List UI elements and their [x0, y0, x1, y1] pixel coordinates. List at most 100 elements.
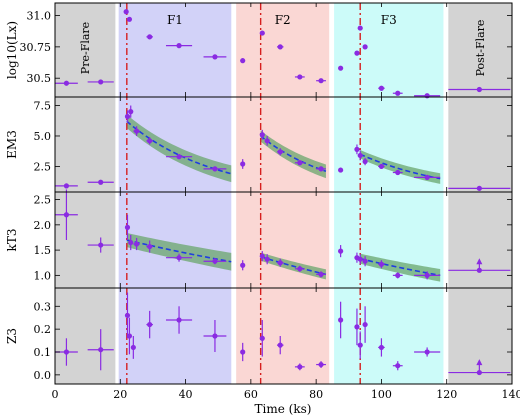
data-point-3-13: [338, 317, 344, 323]
y-tick-label-1-1: 5.0: [34, 130, 52, 143]
data-point-1-12: [297, 160, 303, 166]
data-point-3-20: [476, 369, 482, 376]
data-point-3-6: [176, 317, 182, 323]
y-tick-label-1-0: 2.5: [34, 160, 52, 173]
data-point-0-6: [212, 54, 218, 60]
region-band-0: [55, 3, 116, 384]
y-axis-label-0: log10(Lx): [5, 21, 19, 79]
data-point-3-16: [362, 321, 368, 328]
fit-band-1-1: [260, 130, 326, 179]
data-point-3-8: [240, 349, 246, 355]
data-point-3-9: [259, 335, 265, 341]
axes: 30.5 30.75 31.0 log10(Lx) 2.5 5.0 7.5 EM3 1.0 1.5…: [5, 3, 520, 401]
data-point-1-14: [338, 167, 344, 173]
data-point-2-18: [378, 261, 385, 267]
data-points: [55, 9, 511, 376]
x-tick-label-5: 100: [371, 388, 392, 401]
fit-curve-2-1: [260, 255, 327, 276]
data-point-0-0: [63, 80, 70, 86]
y-tick-label-2-3: 2.5: [34, 194, 52, 207]
data-point-0-5: [176, 43, 182, 49]
data-point-0-18: [424, 93, 430, 99]
data-point-2-16: [357, 256, 363, 262]
x-axis-label: Time (ks): [255, 402, 312, 416]
y-axis-label-3: Z3: [5, 328, 19, 344]
x-tick-label-7: 140: [502, 388, 520, 401]
data-point-2-7: [212, 258, 218, 264]
data-point-0-16: [378, 85, 385, 91]
data-point-3-2: [124, 312, 131, 319]
x-tick-label-3: 60: [244, 388, 258, 401]
data-point-0-9: [277, 44, 283, 50]
data-point-3-14: [354, 324, 360, 330]
data-point-0-14: [357, 25, 363, 31]
y-tick-label-3-2: 0.2: [34, 323, 52, 336]
y-tick-label-3-1: 0.1: [34, 346, 52, 359]
data-point-1-13: [318, 166, 324, 172]
data-point-3-0: [63, 349, 70, 355]
data-point-2-21: [476, 267, 482, 273]
data-point-3-17: [378, 344, 385, 351]
data-point-1-19: [395, 169, 401, 176]
data-point-3-10: [277, 342, 283, 348]
data-point-0-15: [362, 44, 368, 50]
data-point-2-3: [128, 239, 134, 246]
fit-curve-2-0: [126, 239, 232, 263]
data-point-1-20: [424, 174, 430, 180]
data-point-1-1: [98, 179, 104, 185]
data-point-1-5: [147, 138, 153, 144]
data-point-0-19: [476, 86, 482, 93]
data-point-3-5: [147, 321, 153, 328]
y-tick-label-2-1: 1.5: [34, 244, 52, 257]
data-point-1-9: [259, 132, 265, 138]
data-point-2-20: [424, 272, 430, 278]
data-point-0-13: [354, 50, 360, 56]
limit-arrow-3-20: [476, 359, 483, 366]
y-axis-label-1: EM3: [5, 130, 19, 159]
y-tick-label-3-0: 0.0: [34, 369, 52, 382]
region-band-3: [334, 3, 444, 384]
region-label-4: Post-Flare: [474, 20, 487, 77]
data-point-2-4: [134, 241, 140, 247]
data-point-1-17: [362, 158, 368, 165]
data-point-1-4: [134, 128, 140, 134]
data-point-2-6: [176, 255, 182, 261]
data-point-1-8: [240, 161, 246, 167]
data-point-3-3: [126, 333, 133, 339]
region-label-2: F2: [275, 13, 291, 27]
data-point-2-5: [147, 243, 153, 250]
data-point-2-12: [297, 266, 303, 272]
data-point-3-7: [212, 333, 218, 339]
region-label-3: F3: [381, 13, 397, 27]
data-point-3-12: [318, 361, 324, 368]
data-point-2-19: [395, 272, 401, 278]
data-point-2-10: [264, 256, 270, 262]
fit-band-1-2: [360, 149, 441, 184]
data-point-3-15: [357, 342, 363, 348]
y-tick-label-0-0: 30.5: [27, 72, 52, 85]
data-point-0-2: [123, 9, 129, 15]
y-tick-label-3-3: 0.3: [34, 300, 52, 313]
data-point-0-7: [240, 58, 246, 64]
y-tick-label-0-2: 31.0: [27, 10, 52, 23]
data-point-0-4: [147, 34, 153, 40]
data-point-2-11: [277, 260, 283, 266]
x-tick-label-6: 120: [436, 388, 457, 401]
data-point-1-7: [212, 166, 218, 172]
data-point-3-1: [98, 347, 104, 353]
data-point-3-11: [297, 364, 303, 370]
flare-peak-lines: [126, 3, 361, 384]
data-point-3-18: [395, 363, 401, 369]
fit-curve-1-2: [359, 153, 441, 180]
region-band-2: [236, 3, 330, 384]
region-backgrounds: [55, 3, 512, 384]
region-labels: Pre-Flare F1 F2 F3 Post-Flare: [79, 13, 487, 76]
y-tick-label-2-0: 1.0: [34, 269, 52, 282]
region-label-1: F1: [167, 13, 183, 27]
data-point-1-18: [378, 163, 385, 170]
data-point-0-8: [259, 30, 265, 36]
limit-arrow-2-21: [476, 258, 483, 265]
data-point-0-1: [98, 79, 104, 85]
data-point-1-2: [124, 113, 131, 120]
